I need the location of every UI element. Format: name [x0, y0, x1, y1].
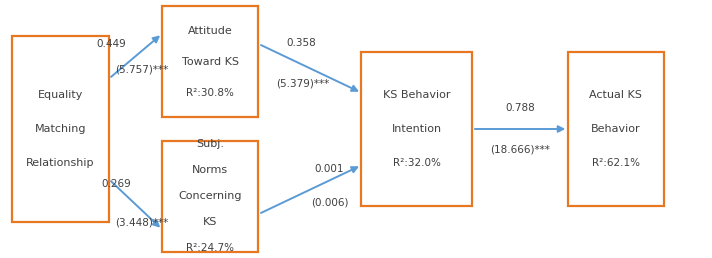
Text: Subj.: Subj.: [196, 140, 224, 149]
Text: R²:30.8%: R²:30.8%: [186, 88, 234, 98]
Text: KS Behavior: KS Behavior: [383, 91, 450, 100]
Text: R²:62.1%: R²:62.1%: [592, 158, 640, 167]
Text: Intention: Intention: [392, 124, 441, 134]
Text: 0.269: 0.269: [101, 179, 131, 189]
Text: (0.006): (0.006): [310, 198, 348, 208]
Text: Attitude: Attitude: [188, 26, 232, 36]
Text: Norms: Norms: [192, 165, 228, 175]
Text: 0.001: 0.001: [315, 164, 344, 174]
Text: 0.449: 0.449: [96, 39, 126, 49]
FancyBboxPatch shape: [162, 141, 258, 252]
Text: (18.666)***: (18.666)***: [490, 145, 550, 155]
Text: R²:32.0%: R²:32.0%: [392, 158, 441, 167]
Text: R²:24.7%: R²:24.7%: [186, 243, 234, 253]
Text: Behavior: Behavior: [591, 124, 641, 134]
Text: Relationship: Relationship: [26, 158, 95, 167]
Text: Concerning: Concerning: [178, 191, 242, 201]
Text: Matching: Matching: [35, 124, 86, 134]
FancyBboxPatch shape: [162, 6, 258, 117]
Text: Equality: Equality: [38, 91, 83, 100]
Text: KS: KS: [203, 217, 217, 227]
FancyBboxPatch shape: [361, 52, 471, 206]
Text: Toward KS: Toward KS: [182, 57, 239, 67]
FancyBboxPatch shape: [567, 52, 664, 206]
Text: (5.757)***: (5.757)***: [115, 64, 169, 74]
Text: 0.358: 0.358: [287, 38, 317, 48]
Text: Actual KS: Actual KS: [590, 91, 642, 100]
Text: (5.379)***: (5.379)***: [276, 79, 330, 89]
FancyBboxPatch shape: [13, 36, 109, 222]
Text: (3.448)***: (3.448)***: [115, 217, 169, 228]
Text: 0.788: 0.788: [506, 103, 535, 113]
